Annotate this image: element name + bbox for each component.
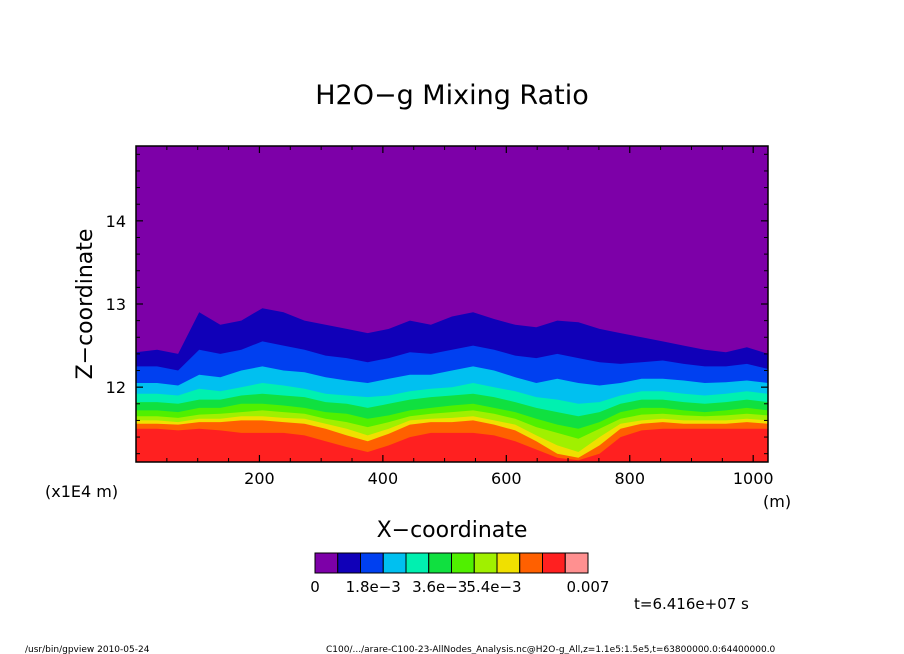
x-axis: 200 400 600 800 1000 [166, 146, 774, 488]
colorbar-swatch [519, 552, 543, 574]
colorbar-label: 3.6e−3 [412, 578, 467, 596]
colorbar-swatch [337, 552, 361, 574]
footer-left: /usr/bin/gpview 2010-05-24 [25, 645, 150, 654]
y-tick-label: 13 [106, 295, 126, 314]
x-unit-label: (m) [763, 492, 791, 511]
colorbar-swatch [314, 552, 339, 574]
x-tick-label: 600 [491, 469, 522, 488]
y-axis-label: Z−coordinate [73, 229, 98, 380]
colorbar-swatch [451, 552, 475, 574]
chart-title: H2O−g Mixing Ratio [315, 80, 589, 111]
colorbar-label: 0.007 [567, 578, 610, 596]
colorbar-label: 0 [310, 578, 320, 596]
colorbar-swatch [405, 552, 430, 574]
colorbar: 0 1.8e−3 3.6e−3 5.4e−3 0.007 [310, 552, 610, 596]
x-tick-label: 800 [614, 469, 645, 488]
y-tick-label: 14 [106, 212, 126, 231]
colorbar-swatch [496, 552, 521, 574]
y-axis: 12 13 14 [106, 153, 768, 455]
contour-band-10 [136, 428, 768, 462]
x-tick-label: 400 [368, 469, 399, 488]
colorbar-swatch [542, 552, 566, 574]
colorbar-swatch [428, 552, 452, 574]
x-tick-label: 200 [244, 469, 275, 488]
x-tick-label: 1000 [733, 469, 774, 488]
x-axis-label: X−coordinate [377, 518, 528, 543]
y-tick-label: 12 [106, 378, 126, 397]
colorbar-label: 1.8e−3 [346, 578, 401, 596]
colorbar-label: 5.4e−3 [466, 578, 521, 596]
plot-area [135, 145, 769, 463]
colorbar-swatch [473, 552, 498, 574]
footer-right: C100/.../arare-C100-23-AllNodes_Analysis… [326, 645, 776, 654]
colorbar-swatch [360, 552, 384, 574]
colorbar-swatch [564, 552, 589, 574]
time-label: t=6.416e+07 s [634, 595, 749, 613]
y-unit-label: (x1E4 m) [45, 482, 118, 501]
colorbar-swatch [382, 552, 407, 574]
